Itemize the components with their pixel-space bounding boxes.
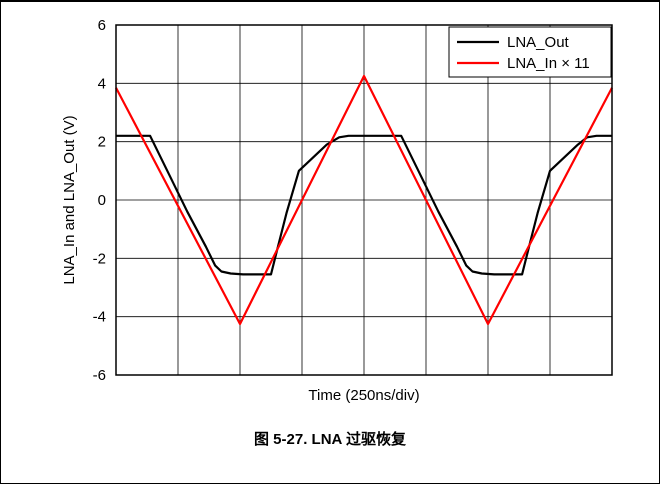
y-axis-label: LNA_In and LNA_Out (V) [61, 115, 78, 284]
y-tick-label: 4 [98, 75, 106, 92]
plot-area-border [115, 24, 613, 376]
series-group [115, 74, 613, 326]
top-rule [0, 0, 660, 2]
y-tick-label: 0 [98, 192, 106, 209]
y-tick-label: -6 [93, 367, 106, 384]
legend-label-lna-out: LNA_Out [507, 34, 570, 51]
series-line-lna-in [115, 74, 613, 326]
y-tick-label: -2 [93, 250, 106, 267]
legend-label-lna-in: LNA_In × 11 [507, 55, 590, 72]
y-tick-label: 6 [98, 17, 106, 34]
y-tick-label: 2 [98, 134, 106, 151]
figure-caption: 图 5-27. LNA 过驱恢复 [254, 431, 406, 448]
legend: LNA_Out LNA_In × 11 [448, 26, 612, 78]
grid [116, 25, 612, 375]
legend-box [448, 26, 612, 78]
y-tick-label: -4 [93, 309, 106, 326]
series-line-lna-out [116, 134, 612, 276]
line-chart: 6 4 2 0 -2 -4 -6 Time (250ns/div) LNA_In and L… [61, 17, 613, 404]
y-tick-labels: 6 4 2 0 -2 -4 -6 [93, 17, 106, 384]
x-axis-label: Time (250ns/div) [308, 387, 419, 404]
